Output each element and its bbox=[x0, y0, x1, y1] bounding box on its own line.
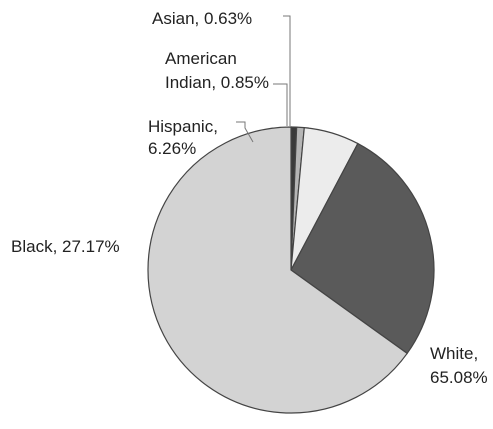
slice-label-asian: Asian, 0.63% bbox=[152, 9, 252, 28]
leader-lines-layer bbox=[236, 15, 291, 143]
leader-line-hispanic bbox=[236, 121, 254, 143]
pie-slice-black bbox=[290, 142, 435, 355]
slice-label-white: White, 65.08% bbox=[430, 344, 488, 387]
labels-layer: White, 65.08% Black, 27.17% Hispanic, 6.26% A… bbox=[11, 9, 488, 387]
leader-line-asian bbox=[283, 15, 291, 126]
leader-line-american-indian bbox=[273, 83, 288, 126]
slice-label-black: Black, 27.17% bbox=[11, 237, 120, 256]
pie-slice-white bbox=[147, 126, 408, 414]
slice-label-american-indian: American Indian, 0.85% bbox=[165, 49, 269, 92]
slice-label-hispanic: Hispanic, 6.26% bbox=[148, 117, 218, 158]
slices-layer bbox=[147, 126, 435, 414]
